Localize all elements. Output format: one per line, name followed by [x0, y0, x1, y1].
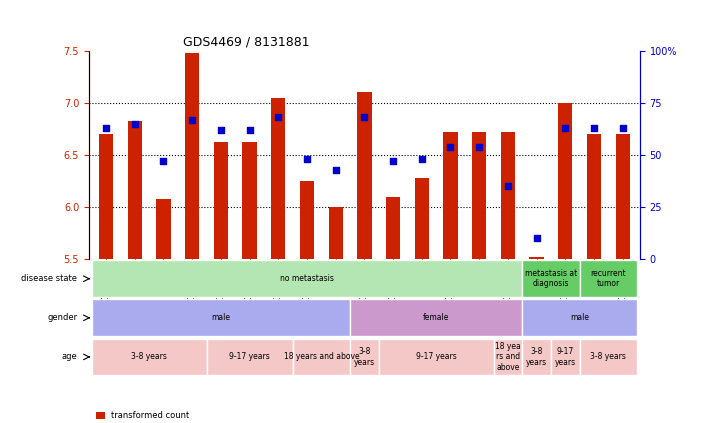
FancyBboxPatch shape [493, 338, 523, 375]
Text: age: age [62, 352, 77, 361]
Text: recurrent
tumor: recurrent tumor [591, 269, 626, 288]
Point [474, 143, 485, 150]
Bar [214, 143, 228, 259]
FancyBboxPatch shape [92, 338, 206, 375]
FancyBboxPatch shape [92, 261, 523, 297]
FancyBboxPatch shape [379, 338, 493, 375]
FancyBboxPatch shape [579, 261, 637, 297]
Bar [472, 132, 486, 259]
Text: 3-8
years: 3-8 years [526, 347, 547, 367]
FancyBboxPatch shape [293, 338, 350, 375]
Point [100, 124, 112, 131]
Text: female: female [423, 313, 449, 322]
Bar [530, 257, 544, 259]
Text: 3-8
years: 3-8 years [354, 347, 375, 367]
Point [215, 126, 227, 133]
FancyBboxPatch shape [350, 299, 523, 336]
Point [129, 120, 141, 127]
Point [358, 114, 370, 121]
FancyBboxPatch shape [92, 299, 350, 336]
FancyBboxPatch shape [579, 338, 637, 375]
Text: GDS4469 / 8131881: GDS4469 / 8131881 [183, 35, 309, 48]
FancyBboxPatch shape [206, 338, 293, 375]
Point [158, 158, 169, 165]
Text: 9-17 years: 9-17 years [229, 352, 270, 361]
FancyBboxPatch shape [523, 338, 551, 375]
Point [445, 143, 456, 150]
Bar [444, 132, 458, 259]
Bar [99, 134, 113, 259]
Point [531, 235, 542, 242]
Text: no metastasis: no metastasis [280, 274, 334, 283]
Text: metastasis at
diagnosis: metastasis at diagnosis [525, 269, 577, 288]
Point [301, 156, 313, 162]
Text: disease state: disease state [21, 274, 77, 283]
Bar [156, 199, 171, 259]
Text: male: male [570, 313, 589, 322]
Point [387, 158, 399, 165]
Bar [386, 197, 400, 259]
Bar [328, 207, 343, 259]
Text: 3-8 years: 3-8 years [132, 352, 167, 361]
FancyBboxPatch shape [523, 261, 579, 297]
Bar [501, 132, 515, 259]
Text: 9-17
years: 9-17 years [555, 347, 576, 367]
Text: 18 yea
rs and
above: 18 yea rs and above [495, 342, 520, 372]
Bar [271, 98, 285, 259]
FancyBboxPatch shape [523, 299, 637, 336]
Point [330, 166, 341, 173]
FancyBboxPatch shape [551, 338, 579, 375]
Bar [127, 121, 142, 259]
Point [244, 126, 255, 133]
Point [502, 183, 513, 190]
Bar [587, 134, 602, 259]
Text: 18 years and above: 18 years and above [284, 352, 359, 361]
Point [272, 114, 284, 121]
Point [416, 156, 427, 162]
Text: 3-8 years: 3-8 years [590, 352, 626, 361]
Text: male: male [211, 313, 230, 322]
Bar [300, 181, 314, 259]
Bar [242, 143, 257, 259]
Legend: transformed count, percentile rank within the sample: transformed count, percentile rank withi… [93, 408, 257, 423]
Point [617, 124, 629, 131]
Bar [415, 178, 429, 259]
Point [560, 124, 571, 131]
Point [588, 124, 599, 131]
Bar [616, 134, 630, 259]
Text: 9-17 years: 9-17 years [416, 352, 456, 361]
Bar [357, 93, 372, 259]
Bar [558, 103, 572, 259]
Bar [185, 53, 199, 259]
FancyBboxPatch shape [350, 338, 379, 375]
Text: gender: gender [47, 313, 77, 322]
Point [186, 116, 198, 123]
